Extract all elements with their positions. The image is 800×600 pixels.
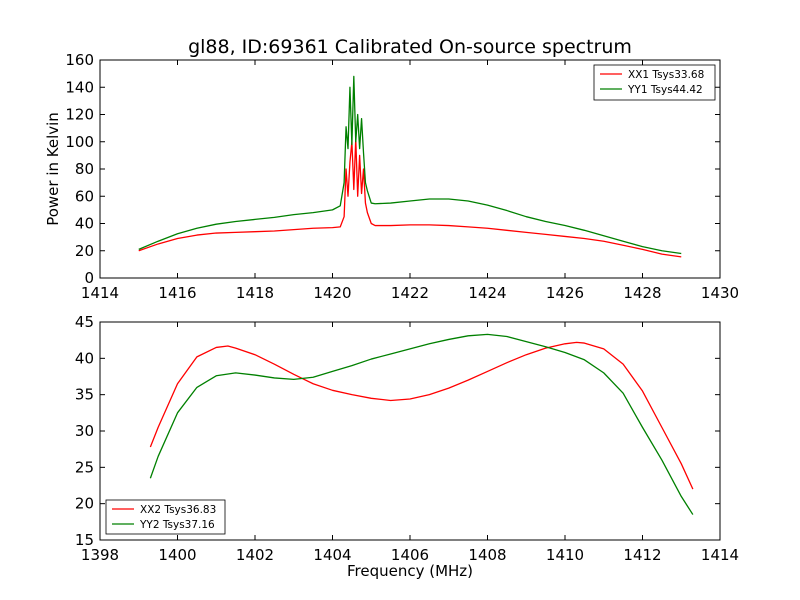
x-tick-label-p1: 1416 bbox=[158, 284, 196, 302]
bottom-series-group bbox=[149, 333, 694, 515]
y-tick-label-p2: 25 bbox=[75, 458, 94, 476]
legend-label-xx1: XX1 Tsys33.68 bbox=[628, 69, 704, 81]
x-tick-label-p1: 1422 bbox=[391, 284, 429, 302]
x-tick-label-p1: 1424 bbox=[468, 284, 506, 302]
top-spectrum-panel: gl88, ID:69361 Calibrated On-source spec… bbox=[44, 36, 739, 302]
legend-label-xx2: XX2 Tsys36.83 bbox=[140, 504, 216, 516]
top-plot-frame bbox=[99, 59, 721, 279]
y-axis-label: Power in Kelvin bbox=[44, 112, 62, 226]
legend-box bbox=[105, 499, 226, 535]
bottom-plot-frame bbox=[99, 321, 721, 541]
legend-label-yy2: YY2 Tsys37.16 bbox=[139, 519, 215, 531]
y-tick-label-p2: 35 bbox=[75, 386, 94, 404]
y-tick-label-p1: 0 bbox=[84, 269, 94, 287]
x-tick-label-p1: 1430 bbox=[701, 284, 739, 302]
x-tick-label-p2: 1406 bbox=[391, 546, 429, 564]
y-tick-label-p2: 30 bbox=[75, 422, 94, 440]
x-tick-label-p2: 1412 bbox=[623, 546, 661, 564]
series-line-p2-1 bbox=[149, 333, 694, 515]
y-tick-label-p2: 15 bbox=[75, 531, 94, 549]
top-axis-ticks: 1414 1416 1418 1420 1422 1424 1426 1428 1430 0 20 4… bbox=[65, 51, 739, 302]
y-tick-label-p1: 80 bbox=[75, 160, 94, 178]
y-tick-label-p1: 120 bbox=[65, 106, 94, 124]
y-tick-label-p2: 20 bbox=[75, 495, 94, 513]
y-tick-label-p1: 100 bbox=[65, 133, 94, 151]
series-line-p1-1 bbox=[138, 75, 682, 255]
x-tick-label-p1: 1426 bbox=[546, 284, 584, 302]
x-tick-label-p2: 1400 bbox=[158, 546, 196, 564]
series-line-p1-0 bbox=[138, 138, 682, 258]
bottom-spectrum-panel: 1398 1400 1402 1404 1406 1408 1410 1412 1414 15 20… bbox=[75, 313, 739, 580]
x-axis-label: Frequency (MHz) bbox=[347, 562, 473, 580]
legend-label-yy1: YY1 Tsys44.42 bbox=[627, 84, 703, 96]
top-series-group bbox=[138, 75, 682, 258]
y-tick-label-p1: 160 bbox=[65, 51, 94, 69]
x-tick-label-p1: 1414 bbox=[81, 284, 119, 302]
y-tick-label-p2: 40 bbox=[75, 349, 94, 367]
legend-box bbox=[593, 64, 716, 101]
y-tick-label-p1: 140 bbox=[65, 78, 94, 96]
top-legend: XX1 Tsys33.68 YY1 Tsys44.42 bbox=[593, 64, 716, 101]
y-tick-label-p1: 40 bbox=[75, 215, 94, 233]
y-tick-label-p1: 60 bbox=[75, 187, 94, 205]
y-tick-label-p1: 20 bbox=[75, 242, 94, 260]
x-tick-label-p2: 1404 bbox=[313, 546, 351, 564]
x-tick-label-p2: 1414 bbox=[701, 546, 739, 564]
chart-title: gl88, ID:69361 Calibrated On-source spec… bbox=[188, 36, 632, 58]
bottom-axis-ticks: 1398 1400 1402 1404 1406 1408 1410 1412 1414 15 20… bbox=[75, 313, 739, 564]
bottom-legend: XX2 Tsys36.83 YY2 Tsys37.16 bbox=[105, 499, 226, 535]
x-tick-label-p1: 1420 bbox=[313, 284, 351, 302]
y-tick-label-p2: 45 bbox=[75, 313, 94, 331]
x-tick-label-p2: 1402 bbox=[236, 546, 274, 564]
x-tick-label-p1: 1418 bbox=[236, 284, 274, 302]
x-tick-label-p2: 1408 bbox=[468, 546, 506, 564]
series-line-p2-0 bbox=[149, 341, 694, 490]
x-tick-label-p2: 1398 bbox=[81, 546, 119, 564]
x-tick-label-p2: 1410 bbox=[546, 546, 584, 564]
x-tick-label-p1: 1428 bbox=[623, 284, 661, 302]
